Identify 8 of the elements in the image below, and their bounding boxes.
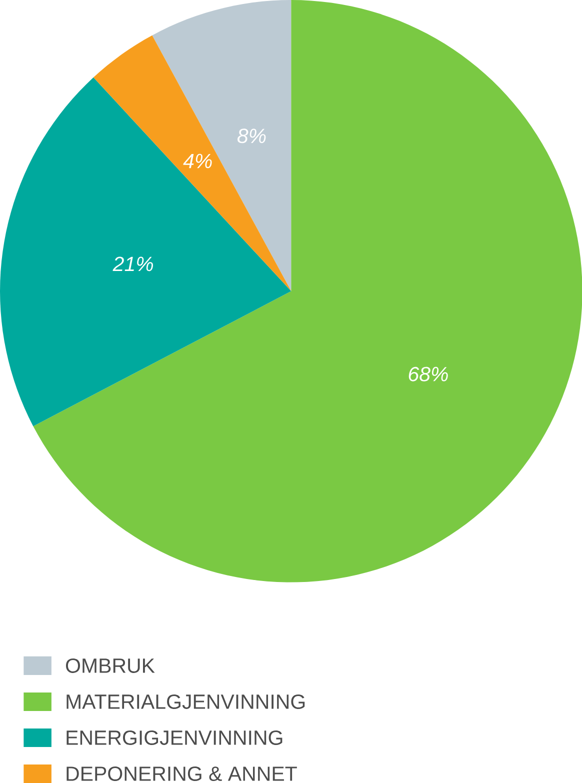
data-label: 21% bbox=[112, 256, 153, 272]
data-label: 4% bbox=[183, 154, 212, 168]
legend-label: DEPONERING & ANNET bbox=[66, 766, 297, 781]
data-label: 8% bbox=[237, 128, 266, 144]
legend-label: OMBRUK bbox=[66, 658, 155, 673]
legend-label: MATERIALGJENVINNING bbox=[66, 694, 304, 709]
data-label: 68% bbox=[408, 366, 448, 382]
legend-label: ENERGIGJENVINNING bbox=[66, 730, 282, 745]
